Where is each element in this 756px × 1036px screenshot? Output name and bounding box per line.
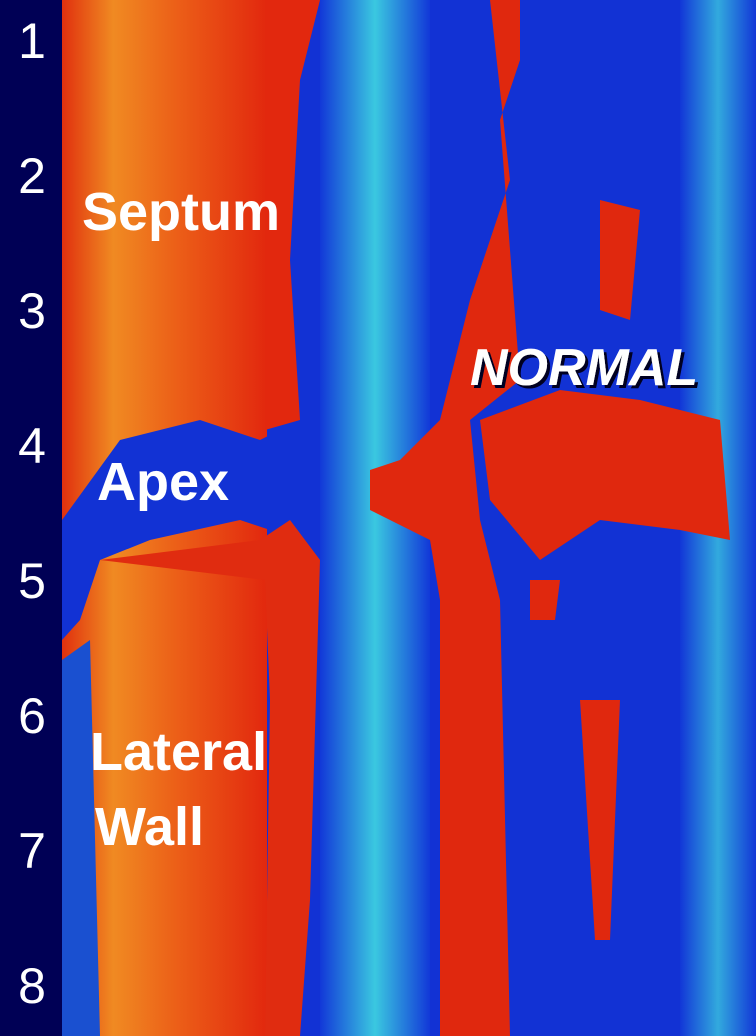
row-label: 1 [18, 13, 46, 69]
row-label: 8 [18, 958, 46, 1014]
status-label: NORMAL [470, 339, 698, 397]
row-label: 5 [18, 553, 46, 609]
row-label: 4 [18, 418, 46, 474]
row-label: 6 [18, 688, 46, 744]
page: {"row_labels": ["1", "2", "3", "4", "5",… [0, 0, 756, 1036]
doppler-image: 1 2 3 4 5 6 7 8 Septum Apex Lateral Wall NORMAL [0, 0, 756, 1036]
apex-label: Apex [97, 452, 229, 512]
septum-label: Septum [82, 182, 280, 242]
lateral-label: Lateral [90, 722, 267, 782]
red-patch [530, 580, 560, 620]
row-label: 2 [18, 148, 46, 204]
row-label: 7 [18, 823, 46, 879]
wall-label: Wall [95, 797, 204, 857]
row-label: 3 [18, 283, 46, 339]
